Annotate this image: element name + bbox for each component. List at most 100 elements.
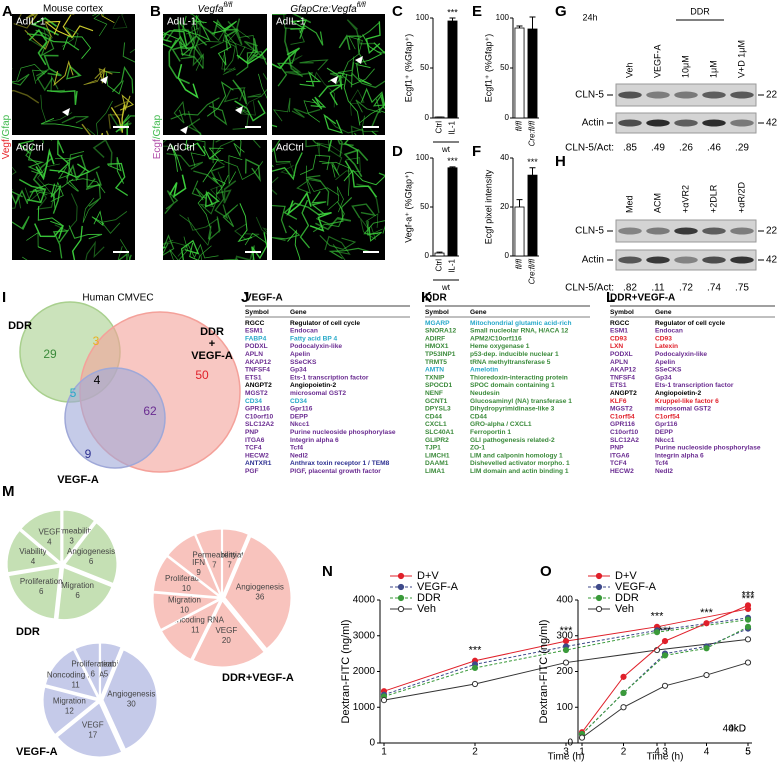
legend-label: DDR (615, 592, 639, 604)
slice-value: 11 (191, 626, 200, 635)
slice-label: VEGF (82, 721, 104, 730)
table-cell: C1orf54 (610, 413, 635, 420)
table-cell: SPOC domain containing 1 (470, 382, 555, 389)
table-cell: Mitochondrial glutamic acid-rich (470, 320, 571, 327)
series-line (581, 626, 749, 735)
cell-process (299, 24, 324, 46)
error-bar (516, 199, 523, 207)
slice-value: 7 (227, 561, 232, 570)
pie-slice (42, 686, 99, 736)
slice-value: 6 (89, 557, 94, 566)
blot-band (730, 119, 754, 127)
table-cell: Small nucleolar RNA, H/ACA 12 (470, 328, 569, 335)
data-point (471, 664, 479, 672)
cell-process (359, 217, 377, 241)
panel-letter: O (540, 563, 552, 580)
table-cell: SLC40A1 (425, 429, 454, 436)
arrowhead (355, 56, 363, 64)
cell-process (272, 147, 291, 168)
data-point (380, 697, 388, 704)
lane-label: ACM (652, 193, 662, 213)
table-cell: ANTXR1 (245, 460, 272, 467)
slice-value: 6 (75, 591, 80, 600)
error-bar (436, 251, 443, 254)
arrowhead (100, 76, 108, 84)
cell-process (34, 178, 74, 203)
table-cell: HECW2 (610, 468, 634, 475)
blot-band (646, 119, 670, 127)
cell-process (286, 191, 312, 216)
table-cell: Apelin (290, 351, 310, 358)
y-tick-label: 2000 (353, 666, 376, 677)
cell-process (216, 180, 237, 204)
pie-slice (6, 529, 61, 574)
cell-process (189, 14, 204, 24)
row-label: CLN-5 (575, 226, 604, 237)
slice-label: Permeability (50, 527, 94, 536)
legend-label: DDR (417, 592, 441, 604)
cell-process (245, 158, 261, 183)
cell-process (34, 223, 64, 239)
cell-process (50, 181, 64, 210)
x-tick-label: 2 (621, 747, 627, 758)
legend-marker (595, 594, 603, 602)
cell-process (316, 196, 353, 225)
cell-process (335, 157, 361, 181)
table-cell: ZO-1 (470, 445, 485, 452)
micrograph-cells (272, 14, 385, 135)
x-tick-label: 4 (704, 747, 710, 758)
table-cell: C10orf10 (245, 413, 274, 420)
stain-part: Ecgf (152, 139, 163, 159)
table-cell: ESM1 (245, 328, 263, 335)
slice-value: 17 (88, 731, 97, 740)
table-cell: Ets-1 transcription factor (290, 374, 369, 381)
arrowhead (62, 108, 70, 116)
slice-value: 5 (104, 669, 109, 678)
cell-process (163, 234, 175, 256)
cell-process (110, 104, 125, 133)
cell-process (189, 242, 199, 260)
cell-process (350, 125, 379, 135)
table-cell: Apelin (655, 359, 675, 366)
table-cell: LIM and calponin homology 1 (470, 452, 563, 459)
x-tick-label: 4 (654, 747, 660, 758)
y-tick-label: 400 (556, 595, 573, 606)
cell-process (224, 161, 264, 181)
cell-process (315, 216, 352, 231)
cell-process (46, 90, 78, 105)
blot-band (646, 91, 670, 99)
table-title: VEGF-A (245, 293, 283, 304)
table-title: DDR+VEGF-A (610, 293, 675, 304)
pie-slice (224, 536, 292, 650)
cell-process (206, 81, 234, 117)
blot-band (702, 256, 726, 264)
cell-process (338, 34, 361, 50)
pie-slice (44, 649, 99, 699)
cell-process (252, 140, 261, 148)
cell-process (112, 14, 128, 29)
pie-slice (152, 592, 221, 631)
table-cell: Endocan (655, 328, 683, 335)
cell-process (107, 162, 129, 197)
table-cell: Integrin alpha 6 (655, 452, 704, 459)
size-marker: 22 (766, 90, 778, 101)
table-cell: ESM1 (610, 328, 628, 335)
pie-name: VEGF-A (16, 746, 58, 758)
table-header: Gene (290, 309, 307, 316)
slice-value: 6 (39, 587, 44, 596)
cell-process (299, 154, 331, 175)
slice-value: 3 (69, 537, 74, 546)
data-point (744, 602, 752, 609)
table-cell: GLIPR2 (425, 437, 449, 444)
table-cell: C1orf54 (655, 413, 680, 420)
venn-set-label: VEGF-A (57, 474, 99, 486)
blot-band (618, 227, 642, 235)
slice-value: 11 (71, 680, 80, 689)
cell-process (283, 202, 321, 220)
cell-process (255, 216, 267, 235)
blot-band (730, 256, 754, 264)
cell-process (272, 140, 281, 153)
significance: *** (742, 593, 756, 605)
cell-process (12, 189, 29, 206)
